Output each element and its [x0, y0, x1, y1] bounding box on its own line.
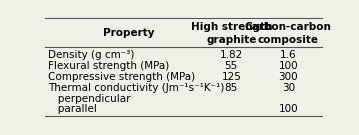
Text: parallel: parallel — [48, 104, 97, 114]
Text: 1.82: 1.82 — [220, 50, 243, 60]
Text: 300: 300 — [279, 72, 298, 82]
Text: Carbon-carbon
composite: Carbon-carbon composite — [245, 22, 332, 45]
Text: perpendicular: perpendicular — [48, 94, 130, 104]
Text: 30: 30 — [282, 83, 295, 93]
Text: 1.6: 1.6 — [280, 50, 297, 60]
Text: 100: 100 — [279, 104, 298, 114]
Text: Compressive strength (MPa): Compressive strength (MPa) — [48, 72, 195, 82]
Text: 100: 100 — [279, 61, 298, 71]
Text: 125: 125 — [222, 72, 241, 82]
Text: 55: 55 — [225, 61, 238, 71]
Text: Flexural strength (MPa): Flexural strength (MPa) — [48, 61, 169, 71]
Text: High strength
graphite: High strength graphite — [191, 22, 272, 45]
Text: Thermal conductivity (Jm⁻¹s⁻¹K⁻¹): Thermal conductivity (Jm⁻¹s⁻¹K⁻¹) — [48, 83, 224, 93]
Text: 85: 85 — [225, 83, 238, 93]
Text: Property: Property — [103, 28, 154, 38]
Text: Density (g cm⁻³): Density (g cm⁻³) — [48, 50, 134, 60]
